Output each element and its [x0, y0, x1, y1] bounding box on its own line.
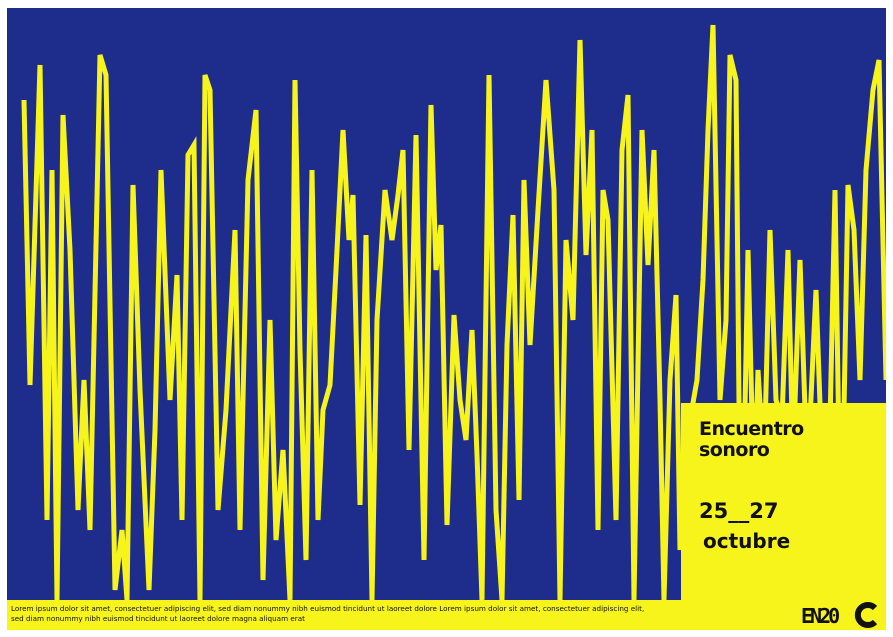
poster: Encuentro sonoro 25__27 octubre Lorem ip… — [7, 8, 886, 630]
event-dates: 25__27 — [699, 499, 778, 523]
info-panel: Encuentro sonoro 25__27 octubre — [681, 403, 886, 603]
c-shape — [858, 605, 875, 625]
title-line: Encuentro — [699, 419, 804, 440]
page: Encuentro sonoro 25__27 octubre Lorem ip… — [0, 0, 893, 637]
footer-text: Lorem ipsum dolor sit amet, consectetuer… — [11, 604, 644, 624]
c-logo — [853, 602, 881, 628]
event-month: octubre — [703, 529, 790, 553]
en20-logo: EN20 — [801, 604, 837, 628]
event-title: Encuentro sonoro — [699, 419, 804, 461]
title-line: sonoro — [699, 440, 804, 461]
footer-line: Lorem ipsum dolor sit amet, consectetuer… — [11, 604, 644, 614]
footer-line: sed diam nonummy nibh euismod tincidunt … — [11, 614, 644, 624]
footer-strip: Lorem ipsum dolor sit amet, consectetuer… — [7, 600, 886, 630]
